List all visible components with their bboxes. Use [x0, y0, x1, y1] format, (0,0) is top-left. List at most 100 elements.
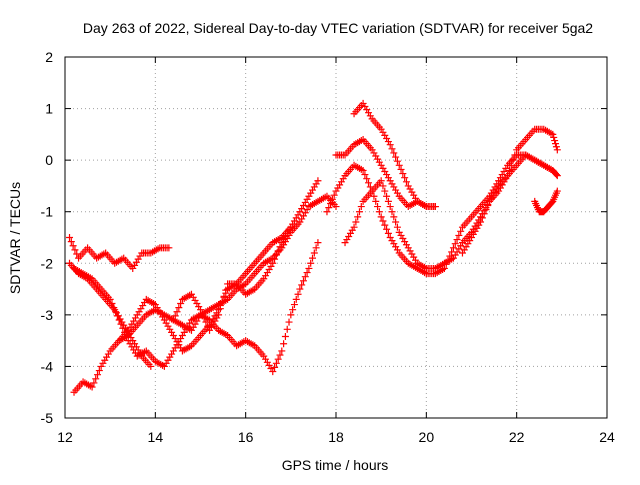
data-point	[350, 223, 358, 231]
data-point	[377, 161, 385, 169]
data-point	[346, 229, 354, 237]
chart-title: Day 263 of 2022, Sidereal Day-to-day VTE…	[83, 20, 593, 36]
data-point	[314, 239, 322, 247]
data-point	[411, 256, 419, 264]
data-point	[303, 269, 311, 277]
data-point	[215, 311, 223, 319]
data-point	[384, 229, 392, 237]
data-point	[103, 353, 111, 361]
data-point	[498, 171, 506, 179]
data-point	[553, 172, 561, 180]
data-point	[388, 145, 396, 153]
data-point	[406, 185, 414, 193]
data-point	[377, 213, 385, 221]
data-point	[303, 195, 311, 203]
data-point	[366, 112, 374, 120]
data-point	[374, 155, 382, 163]
data-point	[381, 187, 389, 195]
data-point	[191, 296, 199, 304]
data-point	[363, 175, 371, 183]
data-point	[370, 149, 378, 157]
data-point	[374, 203, 382, 211]
data-point	[206, 326, 214, 334]
data-point	[325, 204, 333, 212]
data-point	[401, 238, 409, 246]
data-point	[401, 174, 409, 182]
data-point	[388, 237, 396, 245]
data-point	[139, 302, 147, 310]
data-point	[411, 194, 419, 202]
data-point	[135, 308, 143, 316]
data-point	[552, 140, 560, 148]
data-point	[332, 187, 340, 195]
data-point	[269, 368, 277, 376]
data-point	[384, 174, 392, 182]
data-point	[468, 234, 475, 241]
data-point	[269, 259, 277, 267]
data-point	[168, 350, 176, 358]
data-point	[193, 300, 201, 308]
data-point	[262, 272, 270, 280]
data-point	[348, 226, 356, 234]
data-point	[191, 320, 199, 328]
data-point	[386, 234, 394, 241]
data-point	[168, 328, 176, 336]
data-point	[339, 175, 347, 183]
data-point	[88, 383, 96, 391]
data-point	[383, 225, 391, 233]
series-arc-8	[350, 99, 439, 211]
data-point	[449, 244, 457, 252]
data-point	[393, 189, 401, 197]
data-point	[384, 138, 392, 146]
data-point	[287, 311, 295, 319]
data-point	[312, 244, 320, 252]
data-point	[169, 316, 177, 324]
data-point	[410, 191, 418, 199]
data-point	[477, 218, 485, 226]
data-point	[95, 367, 103, 375]
data-point	[332, 203, 340, 211]
data-point	[402, 178, 410, 186]
data-point	[354, 213, 362, 221]
data-point	[66, 234, 74, 241]
data-point	[271, 363, 279, 371]
data-point	[381, 221, 389, 229]
x-tick-label: 12	[57, 429, 73, 445]
data-point	[357, 203, 365, 211]
data-point	[171, 335, 179, 343]
data-point	[504, 172, 512, 180]
data-point	[290, 301, 298, 309]
data-point	[375, 208, 383, 216]
data-point	[408, 188, 416, 196]
data-point	[169, 331, 177, 339]
data-point	[372, 152, 380, 160]
data-point	[165, 244, 173, 252]
data-point	[305, 192, 313, 200]
data-point	[310, 249, 318, 257]
data-point	[404, 244, 412, 252]
data-point	[392, 186, 400, 194]
data-point	[267, 262, 275, 270]
data-point	[549, 130, 557, 138]
data-point	[101, 356, 109, 364]
data-point	[92, 375, 100, 383]
data-point	[169, 347, 177, 355]
series-arc-11	[458, 125, 561, 257]
data-point	[552, 143, 560, 151]
data-point	[355, 208, 363, 216]
data-point	[549, 166, 557, 174]
data-point	[298, 281, 306, 289]
y-tick-label: -5	[41, 410, 54, 426]
data-point	[117, 320, 125, 328]
data-point	[115, 316, 123, 324]
data-point	[271, 255, 279, 263]
data-point	[458, 249, 466, 257]
data-point	[171, 312, 179, 320]
data-point	[110, 304, 118, 312]
data-point	[292, 214, 300, 222]
data-point	[204, 322, 212, 330]
data-point	[334, 184, 342, 192]
data-point	[136, 252, 144, 260]
